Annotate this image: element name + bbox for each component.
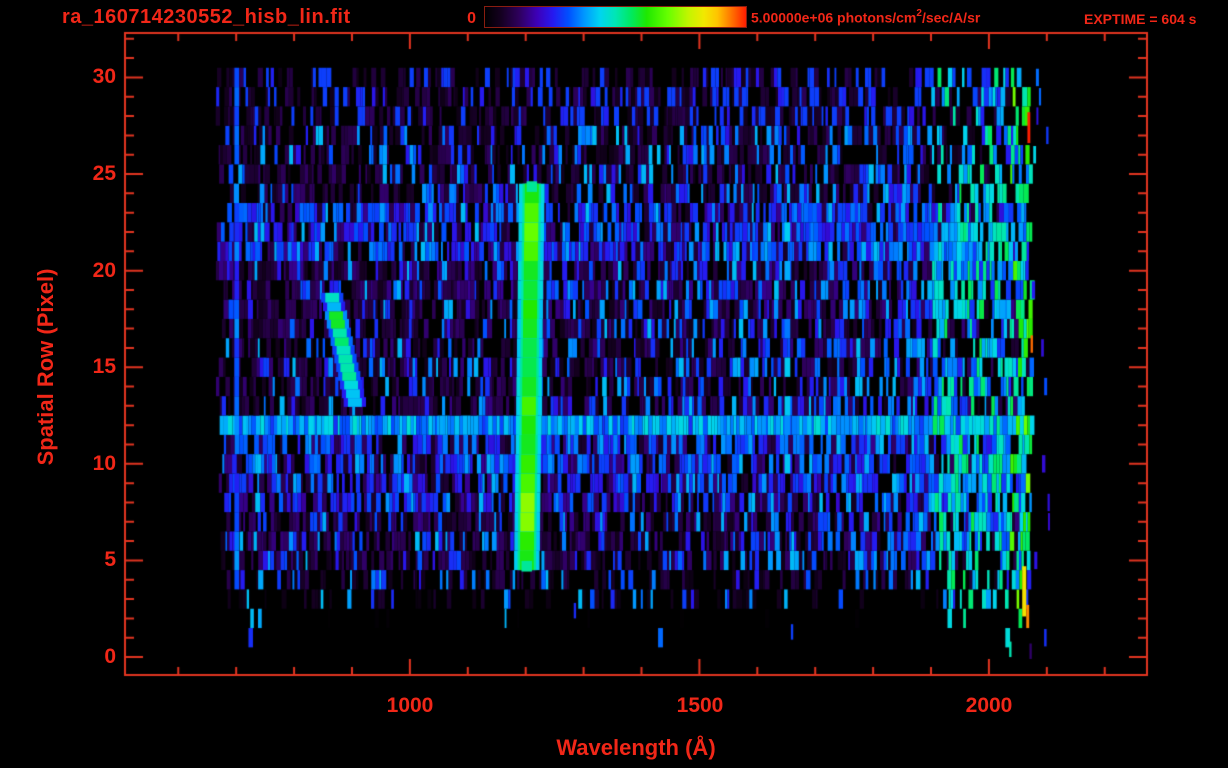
x-axis-title: Wavelength (Å) [556,735,716,760]
y-tick-label-0: 0 [104,645,116,668]
colorbar-max-label: 5.00000e+06 photons/cm2/sec/A/sr [751,8,981,26]
filename-title: ra_160714230552_hisb_lin.fit [62,6,351,28]
x-tick-label-1500: 1500 [676,694,724,717]
colorbar-max-label-prefix: 5.00000e+06 photons/cm [751,9,917,26]
y-tick-label-15: 15 [92,355,116,378]
y-tick-label-25: 25 [92,162,116,185]
exptime-label: EXPTIME = 604 s [1084,11,1197,27]
y-axis-title: Spatial Row (Pixel) [33,268,58,466]
colorbar-gradient [484,6,747,28]
y-tick-label-30: 30 [92,65,116,88]
x-tick-label-1000: 1000 [386,694,434,717]
colorbar-max-label-suffix: /sec/A/sr [921,9,981,26]
y-tick-label-10: 10 [92,452,116,475]
y-tick-label-20: 20 [92,259,116,282]
colorbar-min-label: 0 [467,10,476,27]
x-tick-label-2000: 2000 [965,694,1013,717]
y-tick-label-5: 5 [104,548,116,571]
colorbar-max-label-exponent: 2 [916,8,922,19]
